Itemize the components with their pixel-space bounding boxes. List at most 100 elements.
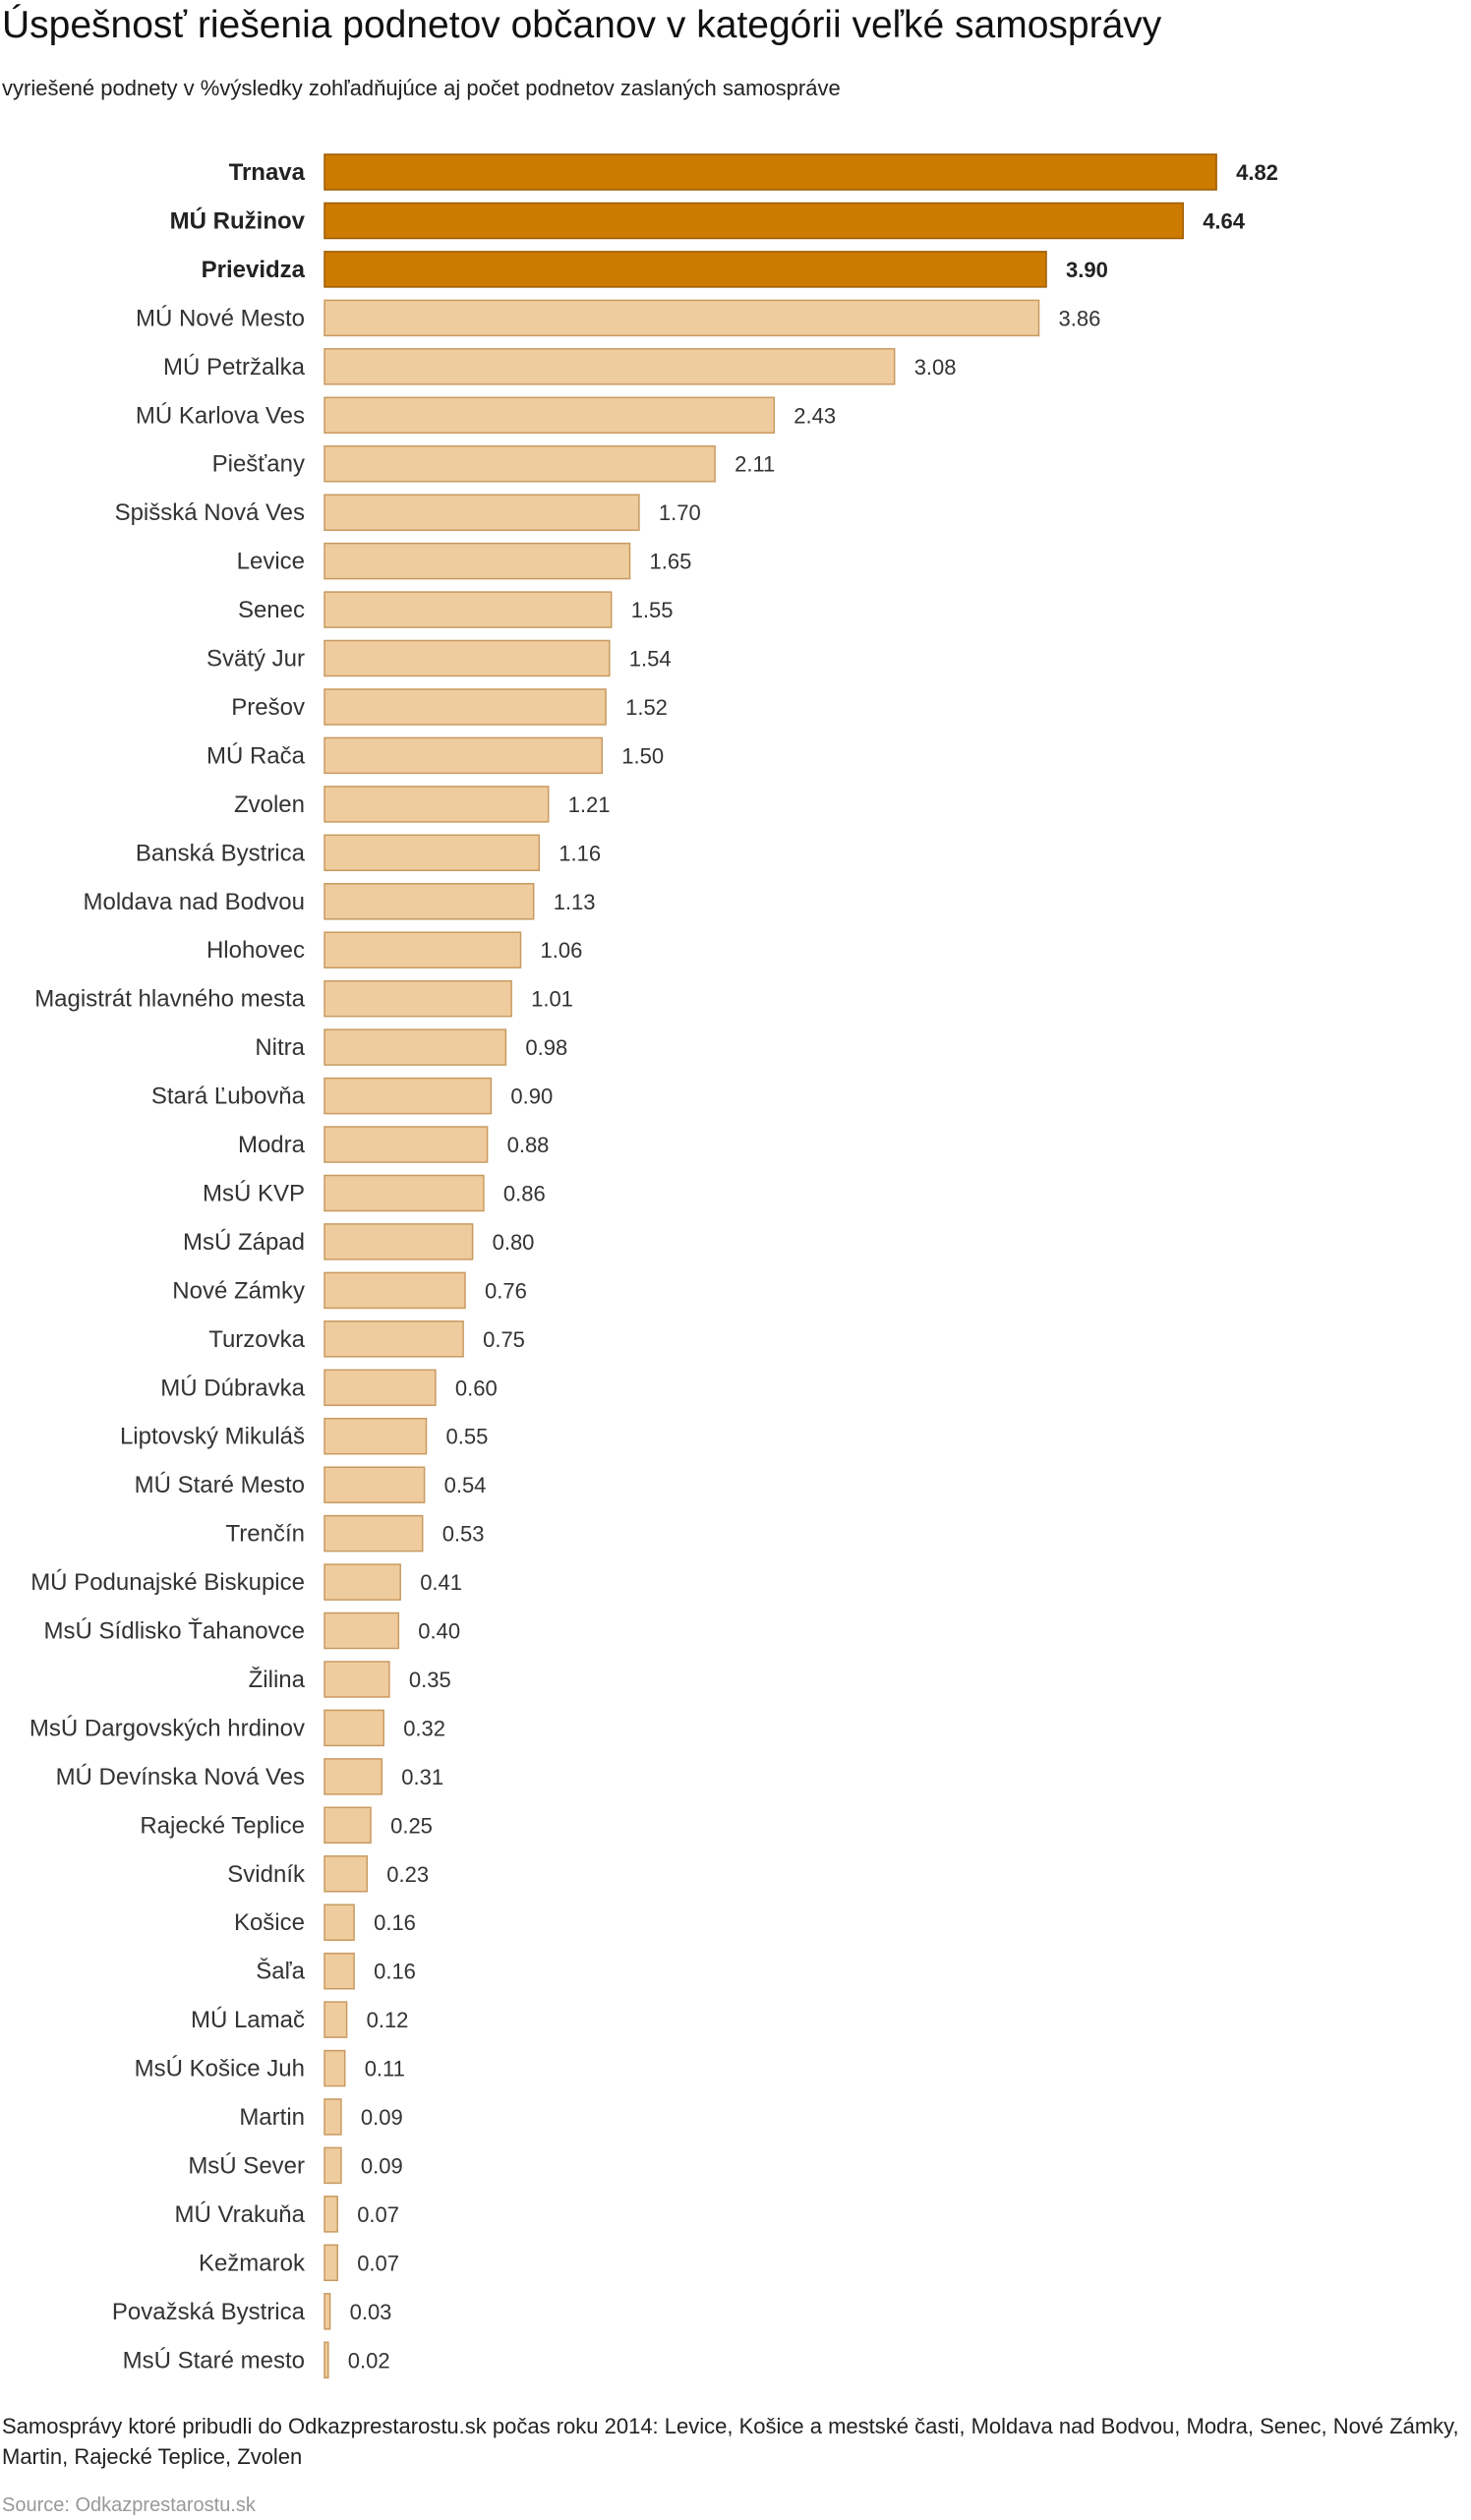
value-label: 0.54 bbox=[444, 1473, 487, 1497]
value-label: 2.43 bbox=[794, 403, 836, 428]
value-label: 0.60 bbox=[455, 1376, 498, 1400]
bar bbox=[324, 1855, 369, 1893]
bar bbox=[324, 2098, 342, 2136]
chart-subtitle: vyriešené podnety v %výsledky zohľadňujú… bbox=[2, 76, 841, 100]
category-label: MÚ Devínska Nová Ves bbox=[56, 1764, 305, 1790]
category-label: Banská Bystrica bbox=[136, 840, 306, 866]
value-label: 0.41 bbox=[420, 1570, 462, 1595]
bar bbox=[324, 1563, 401, 1601]
bar bbox=[324, 1417, 428, 1455]
bar bbox=[324, 2146, 342, 2185]
category-label: MÚ Karlova Ves bbox=[136, 402, 305, 429]
bar bbox=[324, 1028, 507, 1066]
chart-source: Source: Odkazprestarostu.sk bbox=[2, 2494, 256, 2516]
category-label: MÚ Staré Mesto bbox=[135, 1472, 305, 1498]
value-label: 1.06 bbox=[541, 938, 583, 963]
value-labels-group: 4.82 4.64 3.90 3.86 3.08 2.43 2.11 1.70 1.65 1.55… bbox=[348, 160, 1278, 2373]
value-label: 0.76 bbox=[485, 1278, 527, 1303]
category-label: Hlohovec bbox=[206, 937, 305, 964]
category-label: Stará Ľubovňa bbox=[151, 1084, 306, 1110]
bar bbox=[324, 834, 541, 872]
category-label: MÚ Rača bbox=[206, 742, 306, 769]
category-label: Moldava nad Bodvou bbox=[84, 889, 306, 915]
bar bbox=[324, 1612, 400, 1650]
value-label: 0.03 bbox=[350, 2300, 392, 2324]
value-label: 1.21 bbox=[568, 792, 611, 817]
bar bbox=[324, 1709, 384, 1747]
bar bbox=[324, 542, 631, 580]
bar bbox=[324, 931, 522, 968]
category-label: Modra bbox=[238, 1132, 306, 1158]
category-label: Turzovka bbox=[208, 1326, 305, 1353]
category-label: MsÚ KVP bbox=[203, 1181, 305, 1207]
bar bbox=[324, 979, 512, 1018]
category-label: MÚ Ružinov bbox=[170, 207, 306, 235]
value-label: 0.75 bbox=[483, 1327, 525, 1352]
value-label: 0.53 bbox=[442, 1522, 485, 1547]
bar bbox=[324, 1661, 390, 1698]
bar bbox=[324, 1806, 372, 1845]
category-label: MÚ Nové Mesto bbox=[136, 305, 305, 331]
value-label: 0.09 bbox=[361, 2105, 403, 2130]
category-labels-group: Trnava MÚ Ružinov Prievidza MÚ Nové Mesto MÚ… bbox=[29, 159, 306, 2373]
bar bbox=[324, 2244, 338, 2282]
bar bbox=[324, 2049, 346, 2087]
bar bbox=[324, 1514, 424, 1553]
bar bbox=[324, 1126, 489, 1163]
bar bbox=[324, 494, 640, 531]
value-label: 1.55 bbox=[631, 598, 674, 622]
value-label: 0.23 bbox=[386, 1862, 429, 1887]
category-label: Trnava bbox=[229, 159, 306, 186]
bar bbox=[324, 251, 1047, 288]
category-label: Martin bbox=[239, 2104, 305, 2131]
category-label: Trenčín bbox=[226, 1521, 305, 1548]
category-label: Šaľa bbox=[256, 1958, 305, 1985]
value-label: 1.13 bbox=[554, 890, 596, 914]
category-label: Spišská Nová Ves bbox=[115, 499, 305, 526]
category-label: MsÚ Dargovských hrdinov bbox=[29, 1715, 305, 1741]
bar bbox=[324, 396, 776, 435]
category-label: Prešov bbox=[231, 694, 305, 721]
category-label: MÚ Dúbravka bbox=[160, 1375, 305, 1401]
value-label: 0.88 bbox=[507, 1133, 550, 1157]
value-label: 0.09 bbox=[361, 2153, 403, 2178]
value-label: 0.02 bbox=[348, 2348, 390, 2373]
chart-title: Úspešnosť riešenia podnetov občanov v ka… bbox=[2, 4, 1162, 46]
category-label: Prievidza bbox=[202, 257, 306, 283]
value-label: 1.01 bbox=[531, 987, 573, 1012]
value-label: 0.16 bbox=[374, 1960, 416, 1984]
category-label: Svätý Jur bbox=[206, 646, 305, 673]
value-label: 0.16 bbox=[374, 1910, 416, 1935]
bar bbox=[324, 688, 607, 726]
value-label: 0.80 bbox=[493, 1230, 535, 1255]
value-label: 0.07 bbox=[357, 2202, 399, 2227]
category-label: MsÚ Sever bbox=[188, 2152, 305, 2179]
value-label: 3.86 bbox=[1059, 306, 1101, 330]
value-label: 4.64 bbox=[1203, 209, 1246, 234]
value-label: 0.90 bbox=[510, 1084, 553, 1109]
bar bbox=[324, 1369, 437, 1407]
category-label: MsÚ Košice Juh bbox=[135, 2056, 305, 2082]
bar bbox=[324, 786, 550, 823]
value-label: 0.35 bbox=[409, 1668, 451, 1692]
category-label: MsÚ Západ bbox=[183, 1229, 305, 1256]
category-label: Svidník bbox=[227, 1861, 306, 1888]
value-label: 0.98 bbox=[525, 1035, 567, 1060]
category-label: MsÚ Staré mesto bbox=[123, 2347, 305, 2373]
value-label: 1.54 bbox=[629, 647, 672, 672]
category-label: MÚ Petržalka bbox=[163, 354, 306, 381]
bar bbox=[324, 1466, 426, 1503]
bar bbox=[324, 2341, 329, 2379]
bar bbox=[324, 1271, 466, 1310]
bar bbox=[324, 736, 604, 775]
category-label: Magistrát hlavného mesta bbox=[34, 986, 305, 1013]
category-label: MsÚ Sídlisko Ťahanovce bbox=[44, 1618, 305, 1645]
chart-footnote: Samosprávy ktoré pribudli do Odkazpresta… bbox=[2, 2414, 1459, 2469]
category-label: Levice bbox=[237, 549, 305, 575]
bars-group bbox=[324, 153, 1217, 2379]
bar bbox=[324, 1077, 493, 1115]
category-label: Nové Zámky bbox=[172, 1277, 305, 1304]
bar-chart: Trnava MÚ Ružinov Prievidza MÚ Nové Mesto MÚ… bbox=[29, 153, 1278, 2379]
value-label: 3.90 bbox=[1066, 258, 1108, 282]
category-label: Senec bbox=[238, 597, 305, 623]
